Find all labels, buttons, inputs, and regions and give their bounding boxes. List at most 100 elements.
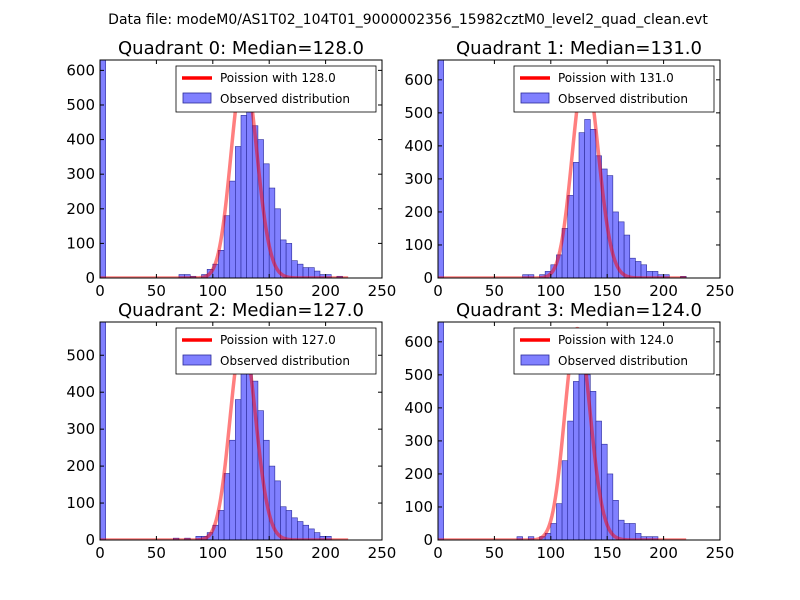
histogram-bar	[629, 523, 636, 540]
legend: Poission with 127.0 Observed distribution	[175, 327, 377, 375]
legend-frame	[175, 65, 377, 113]
axes-frame	[99, 321, 383, 541]
plot-area	[438, 322, 687, 540]
legend-label-poisson: Poission with 127.0	[220, 333, 336, 347]
histogram-bar	[291, 260, 298, 278]
y-tick-label: 0	[423, 531, 433, 549]
x-tick-label: 200	[649, 544, 678, 562]
legend-label-poisson: Poission with 128.0	[220, 71, 336, 85]
legend-frame	[175, 327, 377, 375]
x-tick-label: 200	[649, 282, 678, 300]
y-tick-label: 400	[66, 383, 95, 401]
axes-frame	[437, 321, 721, 541]
histogram-bar	[438, 322, 444, 540]
y-tick-label: 400	[404, 399, 433, 417]
panel-title: Quadrant 0: Median=128.0	[118, 38, 364, 59]
poisson-curve	[100, 335, 349, 540]
legend-patch-swatch	[520, 354, 550, 366]
x-tick-label: 0	[95, 544, 105, 562]
histogram-bar	[302, 524, 309, 540]
histogram-bar	[578, 132, 585, 278]
y-tick-label: 600	[66, 61, 95, 79]
axes-frame	[437, 59, 721, 279]
x-tick-label: 50	[485, 544, 504, 562]
histogram-bar	[229, 180, 236, 278]
histogram-bar	[556, 503, 563, 540]
x-tick-label: 200	[311, 282, 340, 300]
x-tick-label: 100	[536, 282, 565, 300]
y-tick-label: 200	[66, 457, 95, 475]
y-tick-label: 400	[404, 137, 433, 155]
histogram-bar	[623, 523, 631, 540]
histogram-bar	[291, 517, 298, 540]
legend-label-observed: Observed distribution	[220, 354, 350, 368]
x-tick-label: 0	[433, 282, 443, 300]
y-tick-label: 200	[404, 203, 433, 221]
histogram-bar	[100, 60, 106, 278]
histogram-bar	[240, 115, 247, 278]
y-tick-label: 100	[404, 236, 433, 254]
legend-frame	[513, 327, 715, 375]
y-tick-label: 0	[423, 269, 433, 287]
histogram-bar	[285, 243, 293, 278]
y-tick-label: 200	[404, 465, 433, 483]
x-tick-label: 150	[593, 544, 622, 562]
x-tick-label: 250	[368, 282, 397, 300]
legend-patch-swatch	[182, 92, 212, 104]
legend: Poission with 131.0 Observed distribution	[513, 65, 715, 113]
y-tick-label: 200	[66, 200, 95, 218]
y-tick-label: 100	[66, 234, 95, 252]
y-tick-label: 400	[66, 131, 95, 149]
histogram-bar	[235, 399, 242, 540]
x-tick-label: 250	[368, 544, 397, 562]
legend-label-poisson: Poission with 124.0	[558, 333, 674, 347]
histogram-bar	[584, 119, 591, 278]
y-tick-label: 100	[66, 494, 95, 512]
legend-label-observed: Observed distribution	[558, 354, 688, 368]
histogram-bar	[550, 523, 557, 540]
histogram-bar	[635, 261, 642, 278]
x-tick-label: 0	[433, 544, 443, 562]
histogram-bar	[297, 263, 304, 278]
y-tick-label: 600	[404, 71, 433, 89]
y-tick-label: 300	[66, 165, 95, 183]
histogram-bar	[589, 129, 597, 278]
histogram-bar	[567, 195, 574, 278]
y-tick-label: 300	[66, 420, 95, 438]
legend-patch-swatch	[520, 92, 550, 104]
x-tick-label: 100	[536, 544, 565, 562]
y-tick-label: 500	[66, 96, 95, 114]
legend-patch-swatch	[182, 354, 212, 366]
legend-frame	[513, 65, 715, 113]
x-tick-label: 0	[95, 282, 105, 300]
histogram-bar	[573, 162, 580, 278]
histogram-bar	[629, 257, 636, 278]
y-tick-label: 500	[404, 104, 433, 122]
panel-quadrant-1: 0 50 100 150 200 250 0 100 200 300 400 500 600 Quadra…	[404, 38, 734, 300]
histogram-bar	[100, 322, 106, 540]
histogram-bar	[223, 473, 231, 540]
histogram-bar	[623, 234, 631, 278]
poisson-curve	[438, 326, 687, 540]
histogram-bar	[438, 60, 444, 278]
histogram-bar	[561, 460, 569, 540]
x-tick-label: 200	[311, 544, 340, 562]
y-tick-label: 0	[85, 269, 95, 287]
legend-label-observed: Observed distribution	[220, 92, 350, 106]
x-tick-label: 100	[198, 544, 227, 562]
histogram-bar	[578, 354, 585, 540]
suptitle: Data file: modeM0/AS1T02_104T01_90000023…	[108, 12, 708, 28]
legend: Poission with 128.0 Observed distribution	[175, 65, 377, 113]
y-tick-label: 100	[404, 498, 433, 516]
x-tick-label: 100	[198, 282, 227, 300]
x-tick-label: 150	[593, 282, 622, 300]
histogram-bar	[229, 439, 236, 540]
x-tick-label: 250	[706, 282, 735, 300]
histogram-bar	[640, 264, 647, 278]
legend: Poission with 124.0 Observed distribution	[513, 327, 715, 375]
panel-title: Quadrant 1: Median=131.0	[456, 38, 702, 59]
x-tick-label: 50	[147, 282, 166, 300]
y-tick-label: 500	[404, 366, 433, 384]
x-tick-label: 150	[255, 544, 284, 562]
